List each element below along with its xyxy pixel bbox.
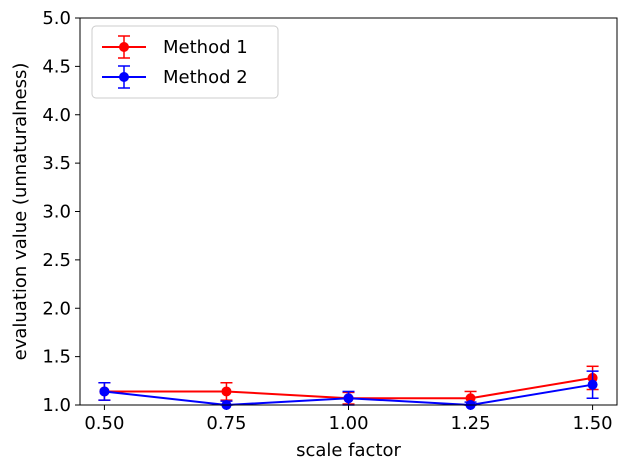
x-tick-label: 1.25 xyxy=(451,413,491,434)
legend-label-method-2: Method 2 xyxy=(163,67,248,88)
x-tick-label: 0.75 xyxy=(206,413,246,434)
data-point xyxy=(343,393,354,404)
series-layer xyxy=(98,365,599,410)
legend-label-method-1: Method 1 xyxy=(163,37,248,58)
data-point xyxy=(221,386,232,397)
x-tick-label: 0.50 xyxy=(84,413,124,434)
y-tick-label: 5.0 xyxy=(42,8,71,29)
y-tick-label: 1.5 xyxy=(42,347,71,368)
data-point xyxy=(99,386,110,397)
x-tick-label: 1.00 xyxy=(328,413,368,434)
x-tick-label: 1.50 xyxy=(573,413,613,434)
y-tick-label: 3.5 xyxy=(42,153,71,174)
y-tick-label: 1.0 xyxy=(42,395,71,416)
legend-marker-method-1 xyxy=(119,42,129,52)
y-axis-ticks: 1.0 1.5 2.0 2.5 3.0 3.5 4.0 4.5 5.0 xyxy=(42,8,80,416)
y-tick-label: 3.0 xyxy=(42,202,71,223)
legend-marker-method-2 xyxy=(119,72,129,82)
y-tick-label: 2.0 xyxy=(42,298,71,319)
legend: Method 1 Method 2 xyxy=(91,25,279,99)
y-tick-label: 2.5 xyxy=(42,250,71,271)
data-point xyxy=(587,379,598,390)
y-tick-label: 4.5 xyxy=(42,56,71,77)
y-tick-label: 4.0 xyxy=(42,105,71,126)
legend-entry-method-1: Method 1 xyxy=(102,35,248,59)
plot-frame xyxy=(79,17,618,406)
legend-entry-method-2: Method 2 xyxy=(102,65,248,89)
legend-box xyxy=(91,25,279,99)
x-axis-label: scale factor xyxy=(296,440,401,461)
x-axis-ticks: 0.50 0.75 1.00 1.25 1.50 xyxy=(84,405,613,434)
y-axis-label: evaluation value (unnaturalness) xyxy=(10,63,31,361)
